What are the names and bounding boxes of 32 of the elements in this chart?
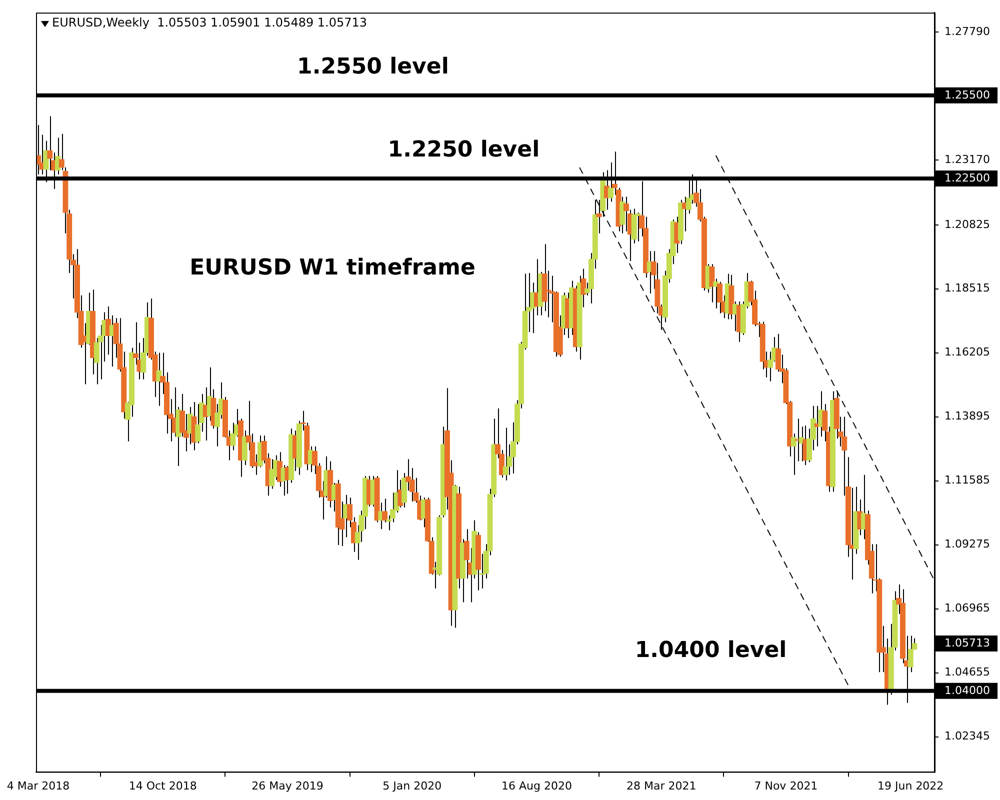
ref-line-label: 1.0400 level xyxy=(634,638,787,663)
x-tick-label: 14 Oct 2018 xyxy=(128,779,197,792)
y-tick-label: 1.09275 xyxy=(944,538,990,551)
chart-title: EURUSD,Weekly 1.05503 1.05901 1.05489 1.05713 xyxy=(52,16,368,30)
candlestick xyxy=(58,133,64,171)
candlestick xyxy=(620,196,626,234)
ref-line-label: 1.2550 level xyxy=(297,54,449,80)
x-tick-label: 19 Jun 2022 xyxy=(878,779,944,792)
candlestick xyxy=(269,458,275,490)
y-tick-label: 1.13895 xyxy=(944,410,990,423)
y-tick-label: 1.06965 xyxy=(944,602,990,615)
y-tick-label: 1.02345 xyxy=(944,730,990,743)
y-tick-label: 1.18515 xyxy=(944,282,990,295)
x-tick-label: 28 Mar 2021 xyxy=(626,779,696,792)
x-tick-label: 5 Jan 2020 xyxy=(382,779,442,792)
y-tick-label: 1.04000 xyxy=(944,684,990,697)
y-tick-label: 1.05713 xyxy=(944,636,990,650)
ref-line-label: 1.2250 level xyxy=(388,138,540,163)
x-tick-label: 26 May 2019 xyxy=(252,779,324,792)
candlestick xyxy=(716,281,723,314)
y-tick-label: 1.11585 xyxy=(944,474,990,487)
x-tick-label: 4 Mar 2018 xyxy=(6,779,70,792)
x-tick-label: 16 Aug 2020 xyxy=(501,779,572,792)
x-tick-label: 7 Nov 2021 xyxy=(754,779,818,792)
y-tick-label: 1.27790 xyxy=(944,24,990,38)
y-tick-label: 1.22500 xyxy=(944,171,990,184)
y-tick-label: 1.23170 xyxy=(944,152,990,166)
y-tick-label: 1.16205 xyxy=(944,346,990,359)
y-tick-label: 1.20825 xyxy=(944,218,990,231)
annotation: EURUSD W1 timeframe xyxy=(190,256,476,281)
y-tick-label: 1.25500 xyxy=(944,88,990,102)
y-tick-label: 1.04655 xyxy=(944,666,990,679)
